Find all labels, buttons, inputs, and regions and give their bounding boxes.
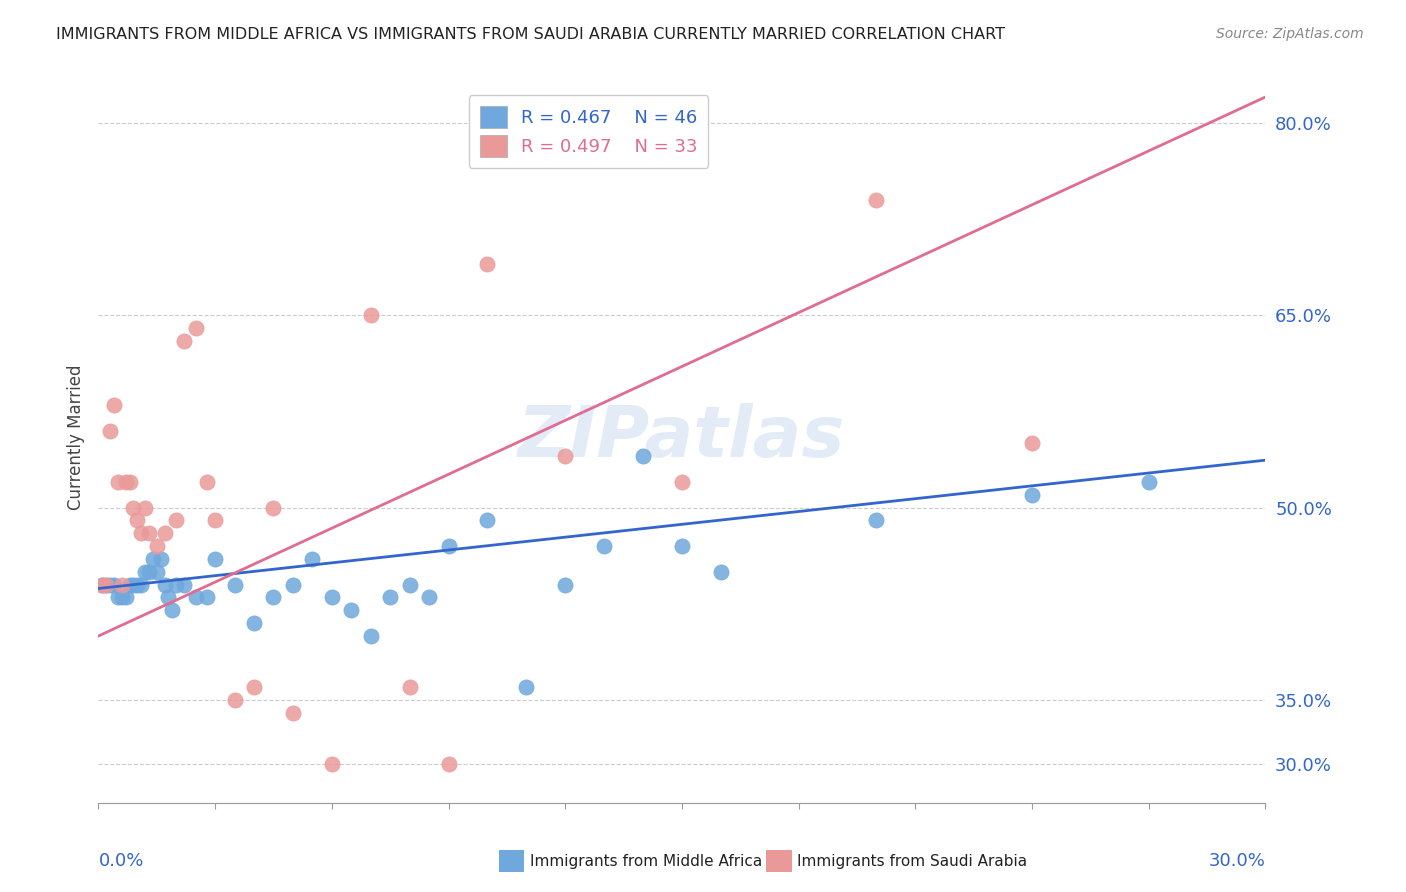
Point [129, 577, 152, 591]
Point [281, 706, 304, 720]
Point [340, 603, 363, 617]
Point [111, 591, 134, 605]
Point [243, 681, 266, 695]
Point [631, 450, 654, 464]
Point [865, 193, 887, 207]
Point [107, 475, 129, 489]
Y-axis label: Currently Married: Currently Married [66, 364, 84, 510]
Point [162, 603, 184, 617]
Point [153, 526, 176, 541]
Point [98, 424, 121, 438]
Point [360, 629, 382, 643]
Point [195, 475, 218, 489]
Point [173, 334, 195, 348]
Point [129, 526, 152, 541]
Point [593, 539, 616, 553]
Point [437, 539, 460, 553]
Point [111, 577, 134, 591]
Text: Immigrants from Saudi Arabia: Immigrants from Saudi Arabia [797, 855, 1028, 869]
Point [103, 577, 125, 591]
Point [91, 577, 114, 591]
Point [146, 539, 169, 553]
Text: 30.0%: 30.0% [1209, 852, 1265, 870]
Point [1137, 475, 1160, 489]
Point [118, 475, 141, 489]
Point [165, 577, 187, 591]
Point [477, 257, 499, 271]
Point [114, 475, 136, 489]
Point [224, 693, 246, 707]
Point [262, 591, 284, 605]
Point [165, 514, 187, 528]
Point [554, 577, 576, 591]
Point [127, 514, 149, 528]
Point [157, 591, 180, 605]
Point [146, 565, 169, 579]
Point [1021, 436, 1043, 450]
Point [149, 552, 172, 566]
Point [710, 565, 733, 579]
Point [138, 526, 160, 541]
Point [204, 552, 226, 566]
Point [1021, 488, 1043, 502]
Point [398, 577, 420, 591]
Point [398, 681, 420, 695]
Text: IMMIGRANTS FROM MIDDLE AFRICA VS IMMIGRANTS FROM SAUDI ARABIA CURRENTLY MARRIED : IMMIGRANTS FROM MIDDLE AFRICA VS IMMIGRA… [56, 27, 1005, 42]
Point [122, 500, 145, 515]
Text: Immigrants from Middle Africa: Immigrants from Middle Africa [530, 855, 762, 869]
Point [98, 577, 121, 591]
Point [173, 577, 195, 591]
Point [262, 500, 284, 515]
Point [122, 577, 145, 591]
Point [418, 591, 440, 605]
Point [671, 475, 693, 489]
Point [134, 500, 156, 515]
Point [184, 321, 207, 335]
Point [321, 591, 343, 605]
Point [477, 514, 499, 528]
Point [96, 577, 118, 591]
Point [554, 450, 576, 464]
Point [204, 514, 226, 528]
Point [301, 552, 323, 566]
Point [142, 552, 165, 566]
Point [114, 591, 136, 605]
Point [380, 591, 402, 605]
Text: 0.0%: 0.0% [98, 852, 143, 870]
Text: Source: ZipAtlas.com: Source: ZipAtlas.com [1216, 27, 1364, 41]
Point [91, 577, 114, 591]
Point [437, 757, 460, 772]
Legend: R = 0.467    N = 46, R = 0.497    N = 33: R = 0.467 N = 46, R = 0.497 N = 33 [468, 95, 709, 168]
Point [184, 591, 207, 605]
Point [671, 539, 693, 553]
Point [103, 398, 125, 412]
Point [865, 514, 887, 528]
Point [195, 591, 218, 605]
Point [118, 577, 141, 591]
Point [321, 757, 343, 772]
Point [127, 577, 149, 591]
Point [224, 577, 246, 591]
Point [153, 577, 176, 591]
Point [134, 565, 156, 579]
Point [138, 565, 160, 579]
Point [360, 308, 382, 322]
Point [107, 591, 129, 605]
Point [515, 681, 537, 695]
Text: ZIPatlas: ZIPatlas [519, 402, 845, 472]
Point [243, 616, 266, 631]
Point [96, 577, 118, 591]
Point [281, 577, 304, 591]
